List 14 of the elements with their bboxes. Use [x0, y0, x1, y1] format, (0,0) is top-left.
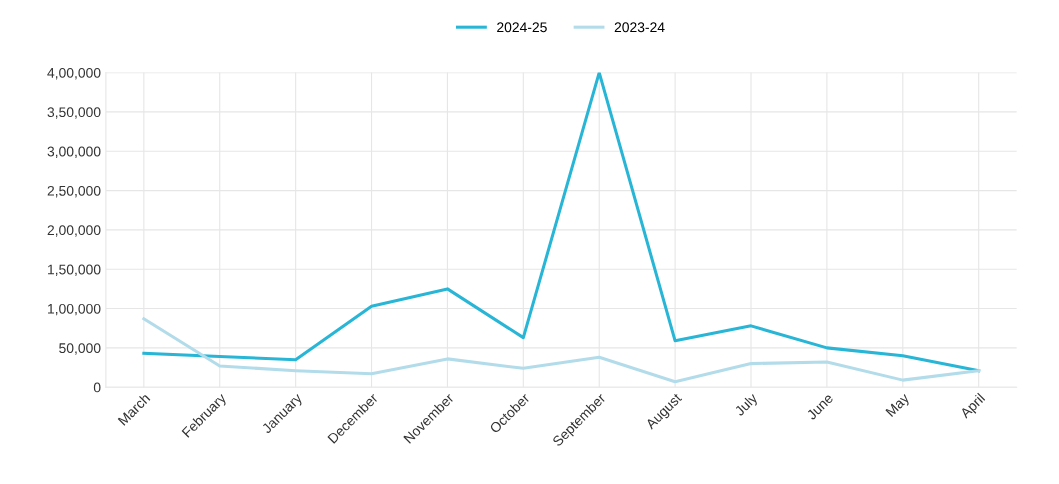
- y-tick-label: 2,50,000: [47, 185, 101, 198]
- x-tick-label: May: [885, 392, 912, 419]
- y-tick-label: 1,50,000: [48, 264, 101, 277]
- legend-label: 2023-24: [614, 22, 665, 33]
- x-tick-label: July: [733, 392, 761, 419]
- y-tick-label: 2,00,000: [47, 225, 101, 237]
- y-tick-label: 3,00,000: [47, 146, 101, 159]
- y-tick-label: 0: [93, 382, 101, 393]
- legend-label: 2024-25: [497, 22, 547, 33]
- line-series: [142, 317, 981, 384]
- y-tick-label: 50,000: [59, 343, 101, 355]
- y-tick-label: 1,00,000: [48, 303, 101, 316]
- y-tick-label: 3,50,000: [47, 107, 101, 119]
- y-tick-label: 4,00,000: [47, 67, 101, 80]
